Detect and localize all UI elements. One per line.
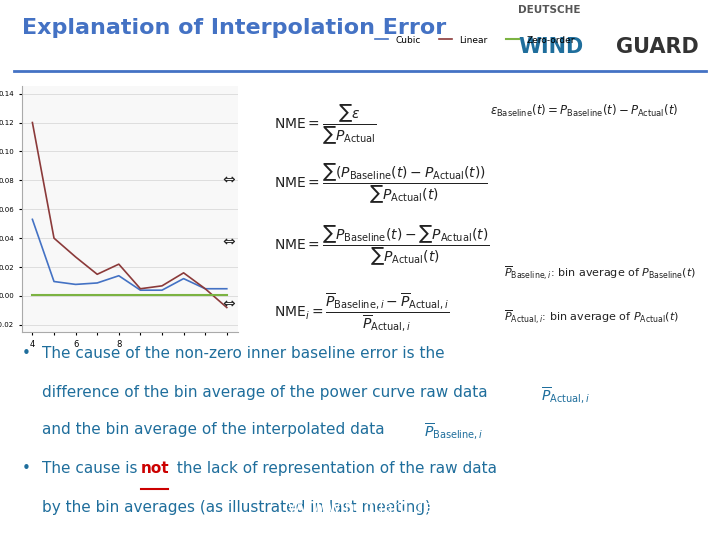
Cubic: [71, 281, 80, 288]
Linear: [114, 261, 123, 267]
Zero-order: [71, 291, 80, 298]
Text: $\overline{P}_{\mathrm{Baseline},i}$: bin average of $P_{\mathrm{Baseline}}(t)$: $\overline{P}_{\mathrm{Baseline},i}$: bi…: [504, 265, 696, 282]
Text: not: not: [141, 461, 169, 476]
Linear: [50, 235, 58, 241]
Cubic: [201, 286, 210, 292]
Linear: [222, 305, 231, 311]
Zero-order: [136, 291, 145, 298]
Cubic: [179, 275, 188, 282]
Text: $\Leftrightarrow$: $\Leftrightarrow$: [220, 232, 237, 247]
Linear: [28, 119, 37, 126]
Zero-order: [201, 291, 210, 298]
Linear: [158, 282, 166, 289]
Text: the lack of representation of the raw data: the lack of representation of the raw da…: [172, 461, 497, 476]
Zero-order: [158, 291, 166, 298]
Linear: [93, 271, 102, 278]
Linear: [201, 286, 210, 292]
Text: 3: 3: [678, 498, 690, 517]
Text: $\overline{P}_{\mathrm{Actual},i}$: bin average of $P_{\mathrm{Actual}}(t)$: $\overline{P}_{\mathrm{Actual},i}$: bin …: [504, 308, 679, 326]
Line: Cubic: Cubic: [32, 219, 227, 290]
Text: DEUTSCHE: DEUTSCHE: [518, 5, 581, 15]
Linear: [136, 286, 145, 292]
Cubic: [50, 278, 58, 285]
Text: $\varepsilon_{\mathrm{Baseline}}(t) = P_{\mathrm{Baseline}}(t) - P_{\mathrm{Actu: $\varepsilon_{\mathrm{Baseline}}(t) = P_…: [490, 103, 678, 119]
Cubic: [136, 287, 145, 293]
Text: $\mathrm{NME} = \dfrac{\sum \varepsilon}{\sum P_{\mathrm{Actual}}}$: $\mathrm{NME} = \dfrac{\sum \varepsilon}…: [274, 103, 377, 147]
Text: and the bin average of the interpolated data: and the bin average of the interpolated …: [42, 422, 384, 437]
Linear: [179, 269, 188, 276]
Text: WIND: WIND: [518, 37, 584, 57]
Text: •: •: [22, 346, 30, 361]
Legend: Cubic, Linear, Zero-order: Cubic, Linear, Zero-order: [371, 32, 579, 48]
Text: GUARD: GUARD: [616, 37, 699, 57]
Cubic: [114, 273, 123, 279]
Cubic: [28, 216, 37, 222]
Zero-order: [222, 291, 231, 298]
Zero-order: [93, 291, 102, 298]
Cubic: [93, 280, 102, 286]
Text: $\mathrm{NME} = \dfrac{\sum\left(P_{\mathrm{Baseline}}(t) - P_{\mathrm{Actual}}(: $\mathrm{NME} = \dfrac{\sum\left(P_{\mat…: [274, 162, 487, 206]
Text: $\mathrm{NME}_i = \dfrac{\overline{P}_{\mathrm{Baseline},i} - \overline{P}_{\mat: $\mathrm{NME}_i = \dfrac{\overline{P}_{\…: [274, 292, 449, 334]
Line: Linear: Linear: [32, 123, 227, 308]
Text: by the bin averages (as illustrated in last meeting): by the bin averages (as illustrated in l…: [42, 501, 431, 516]
Text: Explanation of Interpolation Error: Explanation of Interpolation Error: [22, 18, 446, 38]
Text: The cause is: The cause is: [42, 461, 143, 476]
Text: The cause of the non-zero inner baseline error is the: The cause of the non-zero inner baseline…: [42, 346, 445, 361]
Zero-order: [28, 291, 37, 298]
Text: $\Leftrightarrow$: $\Leftrightarrow$: [220, 294, 237, 309]
Zero-order: [50, 291, 58, 298]
Text: •: •: [22, 461, 30, 476]
Text: $\overline{P}_{\mathrm{Actual},i}$: $\overline{P}_{\mathrm{Actual},i}$: [541, 386, 590, 406]
Text: $\Leftrightarrow$: $\Leftrightarrow$: [220, 170, 237, 185]
Zero-order: [179, 291, 188, 298]
Text: $\mathrm{NME} = \dfrac{\sum P_{\mathrm{Baseline}}(t) - \sum P_{\mathrm{Actual}}(: $\mathrm{NME} = \dfrac{\sum P_{\mathrm{B…: [274, 224, 489, 268]
Text: www.windguard.de: www.windguard.de: [287, 500, 433, 515]
Cubic: [222, 286, 231, 292]
Cubic: [158, 287, 166, 293]
Linear: [71, 254, 80, 260]
Zero-order: [114, 291, 123, 298]
Text: difference of the bin average of the power curve raw data: difference of the bin average of the pow…: [42, 386, 487, 400]
Text: $\overline{P}_{\mathrm{Baseline},i}$: $\overline{P}_{\mathrm{Baseline},i}$: [423, 422, 483, 442]
